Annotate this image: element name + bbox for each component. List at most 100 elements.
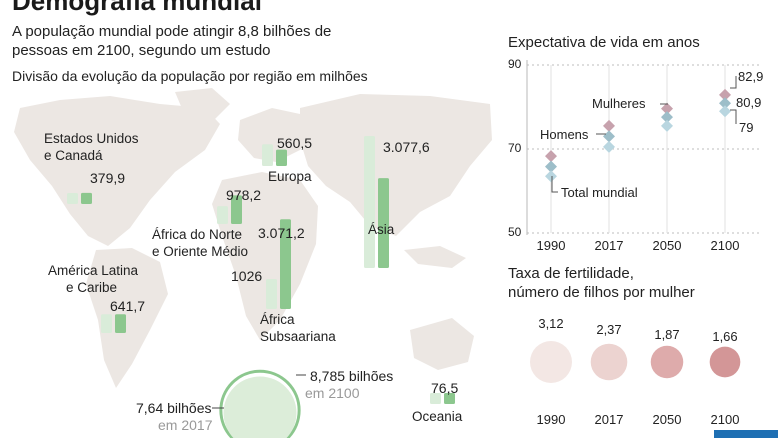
life-point-total-mundial-2100 — [719, 97, 731, 110]
label-2100-men-leader — [730, 109, 737, 124]
life-year-1990: 1990 — [536, 238, 566, 253]
label-2100-women-leader — [730, 76, 737, 89]
value-latin-america: 641,7 — [110, 298, 146, 314]
life-tick-70: 70 — [508, 141, 522, 155]
bar-2017--frica-do-norte-e-oriente-m-dio — [217, 206, 228, 224]
fertility-value-2050: 1,87 — [654, 327, 680, 342]
value-asia: 3.077,6 — [383, 139, 430, 155]
bar-2100-oceania — [444, 393, 455, 404]
fertility-title-line2: número de filhos por mulher — [508, 284, 695, 301]
life-title: Expectativa de vida em anos — [508, 34, 700, 51]
region-name-europe: Europa — [268, 169, 312, 184]
bar-2100--frica-do-norte-e-oriente-m-dio — [231, 195, 242, 224]
region-name-line1: África — [260, 312, 295, 327]
region-name-line2: e Oriente Médio — [152, 244, 249, 259]
page-title: Demografia mundial — [12, 0, 262, 16]
life-point-total-mundial-2017 — [603, 130, 615, 143]
asia-land — [300, 94, 492, 236]
life-point-homens-2050 — [661, 119, 673, 132]
region-name-usa-canada: Estados Unidos e Canadá — [44, 130, 139, 164]
fertility-circles — [530, 341, 741, 383]
region-name-line2: e Canadá — [44, 148, 103, 163]
life-year-2100: 2100 — [710, 238, 740, 253]
region-name-line1: América Latina — [48, 263, 139, 278]
fertility-year-2017: 2017 — [594, 412, 624, 427]
label-women: Mulheres — [592, 96, 646, 111]
bar-2017--frica-subsaariana — [266, 279, 277, 309]
world-2100-value: 8,785 bilhões — [310, 368, 394, 384]
region-name-line2: e Caribe — [66, 280, 118, 295]
region-name-latin-america: América Latina e Caribe — [48, 262, 138, 296]
region-name-north-africa: África do Norte e Oriente Médio — [152, 226, 248, 260]
life-point-mulheres-2100 — [719, 88, 731, 101]
life-point-mulheres-2017 — [603, 119, 615, 132]
value-subsaharan-2100: 3.071,2 — [258, 225, 305, 241]
life-point-mulheres-2050 — [661, 102, 673, 115]
bar-2017-oceania — [430, 393, 441, 404]
region-name-line1: África do Norte — [152, 227, 243, 242]
fertility-year-2100: 2100 — [710, 412, 740, 427]
bar-2100--frica-subsaariana — [280, 219, 291, 309]
fertility-circle-2050 — [650, 345, 684, 379]
oceania-land — [410, 318, 474, 370]
region-name-line1: Estados Unidos — [44, 131, 139, 146]
region-bars — [67, 136, 455, 404]
afp-logo — [714, 430, 778, 438]
value-oceania: 76,5 — [431, 380, 459, 396]
fertility-title-line1: Taxa de fertilidade, — [508, 265, 634, 282]
life-point-total-mundial-1990 — [545, 160, 557, 173]
life-point-total-mundial-2050 — [661, 111, 673, 124]
life-point-homens-1990 — [545, 170, 557, 183]
indonesia-land — [404, 246, 466, 268]
south-america-land — [86, 248, 168, 388]
life-year-2050: 2050 — [652, 238, 682, 253]
region-name-line2: Subsaariana — [260, 329, 336, 344]
label-men: Homens — [540, 127, 589, 142]
life-point-homens-2100 — [719, 105, 731, 118]
bar-2100-am-rica-latina-e-caribe — [115, 314, 126, 333]
bar-2017-europa — [262, 144, 273, 166]
region-name-asia: Ásia — [368, 222, 395, 237]
bar-2017--sia — [364, 136, 375, 268]
world-2100-year: em 2100 — [305, 385, 360, 401]
bar-2017-estados-unidos-e-canad- — [67, 193, 78, 204]
bar-2100--sia — [378, 178, 389, 268]
map-label: Divisão da evolução da população por reg… — [12, 68, 368, 84]
life-tick-50: 50 — [508, 225, 522, 239]
europe-land — [238, 108, 318, 162]
fertility-value-1990: 3,12 — [538, 316, 564, 331]
value-men-2100: 79 — [739, 120, 754, 135]
region-name-oceania: Oceania — [412, 409, 463, 424]
world-circle-2017 — [223, 376, 297, 438]
fertility-value-2017: 2,37 — [596, 322, 622, 337]
value-total-2100: 80,9 — [736, 95, 762, 110]
region-name-subsaharan: África Subsaariana — [260, 311, 336, 345]
bar-2017-am-rica-latina-e-caribe — [101, 314, 112, 333]
fertility-year-1990: 1990 — [536, 412, 566, 427]
north-america-land — [14, 96, 220, 246]
bar-2100-estados-unidos-e-canad- — [81, 192, 92, 204]
fertility-circle-2017 — [590, 343, 628, 381]
value-usa-canada: 379,9 — [90, 170, 126, 186]
fertility-year-2050: 2050 — [652, 412, 682, 427]
value-europe: 560,5 — [277, 135, 313, 151]
value-women-2100: 82,9 — [738, 69, 764, 84]
fertility-circle-1990 — [530, 341, 572, 383]
label-total: Total mundial — [561, 185, 638, 200]
life-year-2017: 2017 — [594, 238, 624, 253]
life-tick-90: 90 — [508, 57, 522, 71]
page-subtitle: A população mundial pode atingir 8,8 bil… — [12, 23, 332, 59]
world-population-circles — [212, 369, 306, 438]
bar-2100-europa — [276, 149, 287, 166]
total-leader — [551, 176, 558, 193]
value-subsaharan-2017: 1026 — [231, 268, 263, 284]
world-2017-year: em 2017 — [158, 417, 213, 433]
life-points — [545, 88, 731, 183]
fertility-circle-2100 — [709, 346, 741, 378]
life-point-mulheres-1990 — [545, 150, 557, 163]
world-2017-value: 7,64 bilhões — [136, 400, 212, 416]
fertility-value-2100: 1,66 — [712, 329, 738, 344]
life-point-homens-2017 — [603, 140, 615, 153]
greenland-land — [175, 88, 230, 124]
